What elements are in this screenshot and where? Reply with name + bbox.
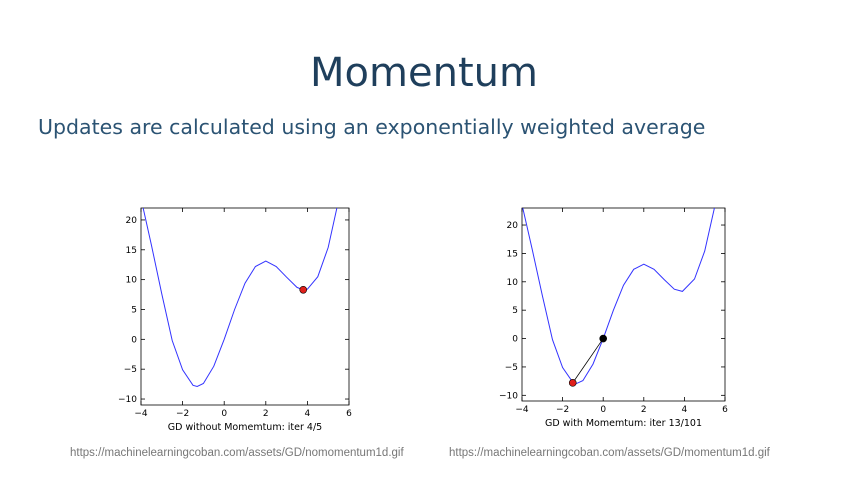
x-axis-label: GD without Momemtum: iter 4/5 <box>168 422 322 433</box>
y-tick-label: 10 <box>507 278 519 288</box>
x-tick-label: −4 <box>134 409 148 419</box>
y-tick-label: 15 <box>126 246 137 256</box>
loss-curve <box>142 208 338 388</box>
source-url-with-momentum[interactable]: https://machinelearningcoban.com/assets/… <box>449 447 770 459</box>
step-line <box>572 338 604 384</box>
x-tick-label: 4 <box>305 409 311 419</box>
y-tick-label: −5 <box>505 363 518 373</box>
y-tick-label: 20 <box>126 216 138 226</box>
x-tick-label: −4 <box>515 405 529 415</box>
slide-title: Momentum <box>310 50 538 96</box>
y-tick-label: 20 <box>507 221 519 231</box>
slide-subtitle: Updates are calculated using an exponent… <box>38 115 706 139</box>
current-point <box>568 379 577 387</box>
y-tick-label: 0 <box>131 335 137 345</box>
current-point <box>299 285 308 294</box>
y-tick-label: 0 <box>512 335 518 345</box>
y-tick-label: −10 <box>118 395 137 405</box>
y-tick-label: −10 <box>499 391 518 401</box>
y-tick-label: −5 <box>124 365 137 375</box>
x-tick-label: −2 <box>176 409 189 419</box>
x-tick-label: 6 <box>722 405 728 415</box>
x-tick-label: 2 <box>641 405 647 415</box>
y-tick-label: 5 <box>512 306 518 316</box>
x-axis-label: GD with Momemtum: iter 13/101 <box>545 418 702 429</box>
axes-frame <box>521 207 726 402</box>
x-tick-label: 0 <box>600 405 606 415</box>
y-tick-label: 5 <box>131 305 137 315</box>
loss-curve <box>522 208 715 384</box>
source-url-without-momentum[interactable]: https://machinelearningcoban.com/assets/… <box>70 447 404 459</box>
x-tick-label: 0 <box>221 409 227 419</box>
x-tick-label: −2 <box>556 405 569 415</box>
x-tick-label: 4 <box>682 405 688 415</box>
y-tick-label: 10 <box>126 276 138 286</box>
chart-with-momentum: −4 −2 0 2 4 6 −10 −5 0 5 10 15 20 GD with Momemtum: i… <box>499 207 728 429</box>
x-tick-label: 2 <box>263 409 269 419</box>
y-tick-label: 15 <box>507 249 518 259</box>
chart-without-momentum: −4 −2 0 2 4 6 −10 −5 0 5 10 15 20 GD without Momemtum… <box>118 207 352 433</box>
x-tick-label: 6 <box>346 409 352 419</box>
previous-point <box>599 334 607 343</box>
axes-frame <box>140 207 350 406</box>
